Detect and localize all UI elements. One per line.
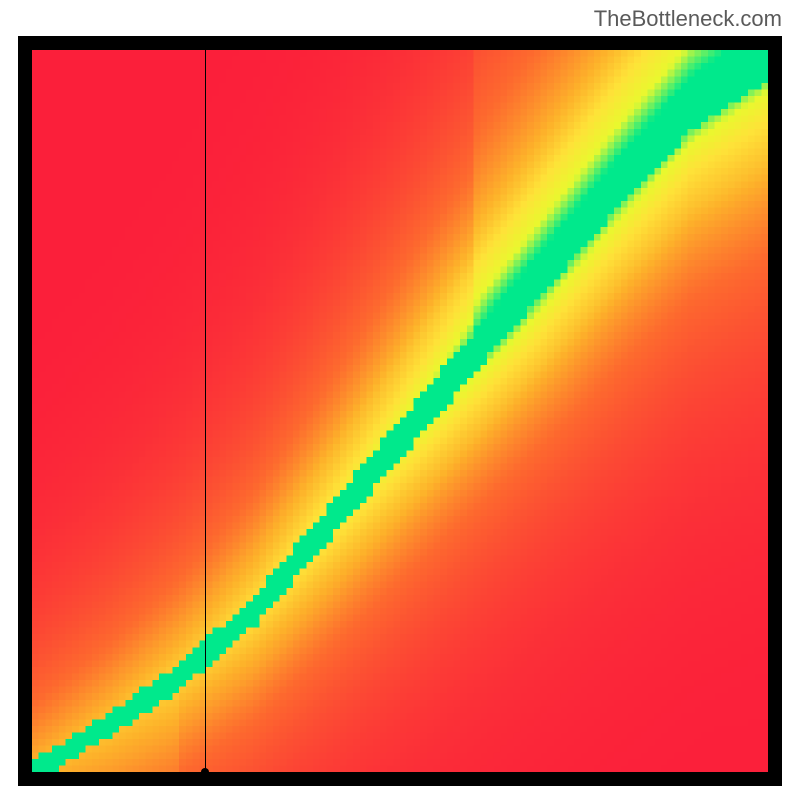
crosshair-vertical-line — [205, 50, 206, 772]
crosshair-marker-dot — [201, 768, 209, 772]
chart-frame — [18, 36, 782, 786]
plot-area — [32, 50, 768, 772]
bottleneck-heatmap — [32, 50, 768, 772]
watermark-text: TheBottleneck.com — [594, 6, 782, 32]
